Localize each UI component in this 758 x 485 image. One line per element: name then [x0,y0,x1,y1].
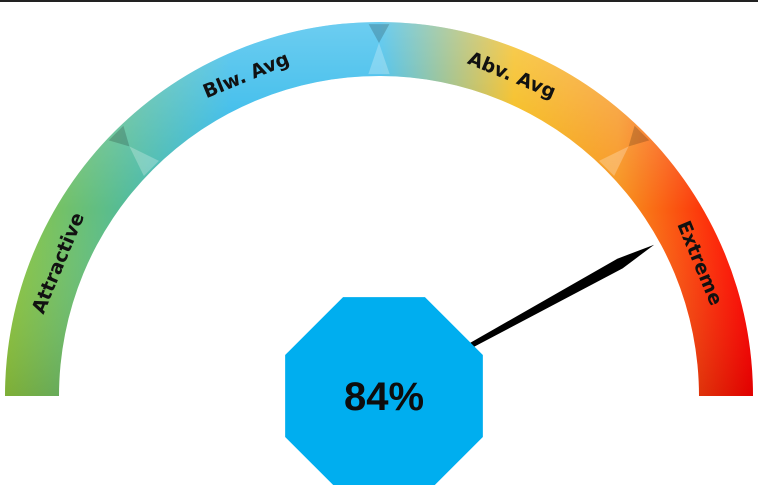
value-box: 84% [285,297,483,485]
gauge-arc-shine [5,22,753,396]
band-dividers [108,24,650,176]
value-octagon [285,297,483,485]
gauge-needle [413,244,655,379]
band-divider-inner [368,43,390,75]
gauge-arc [5,22,753,396]
needle-shape [413,244,655,379]
band-divider-outer [628,125,650,147]
band-divider-outer [368,24,390,43]
band-divider-outer [108,125,130,147]
value-label: 84% [344,375,424,419]
top-border [0,0,758,2]
band-divider-inner [129,146,159,176]
band-divider-inner [599,146,629,176]
